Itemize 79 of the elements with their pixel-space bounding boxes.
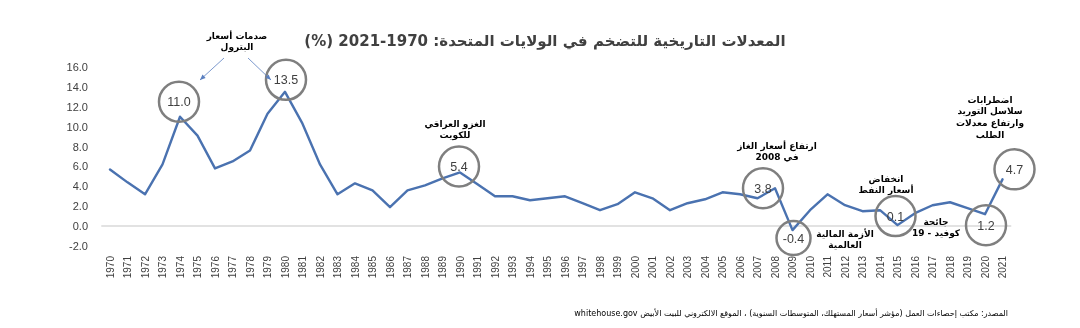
x-tick-label: 1972 — [139, 255, 151, 279]
x-tick-label: 2005 — [717, 255, 728, 279]
x-tick-label: 2006 — [734, 255, 746, 279]
y-tick-label: 12.0 — [66, 100, 88, 113]
annotation: الغزو العراقي للكويت — [423, 118, 487, 142]
x-tick-label: 1976 — [209, 255, 221, 279]
x-tick-label: 1979 — [262, 255, 273, 279]
data-label: 3.8 — [754, 181, 772, 196]
x-tick-label: 1975 — [192, 255, 203, 279]
x-tick-label: 2021 — [997, 255, 1008, 279]
x-tick-label: 2010 — [804, 255, 816, 279]
x-tick-label: 2018 — [944, 255, 956, 279]
x-tick-label: 2002 — [664, 255, 676, 279]
x-tick-label: 1986 — [384, 255, 396, 279]
y-tick-label: 14.0 — [66, 80, 88, 93]
x-tick-label: 2004 — [699, 255, 711, 279]
x-tick-label: 2009 — [787, 255, 798, 279]
x-tick-label: 2011 — [822, 255, 833, 278]
x-tick-label: 1982 — [314, 255, 326, 279]
annotation: انخفاض أسعار النفط — [857, 173, 915, 197]
x-tick-label: 2020 — [979, 255, 991, 279]
annotation: اضطرابات سلاسل التوريد وارتفاع معدلات الطلب — [955, 94, 1025, 142]
y-tick-label: 16.0 — [66, 61, 88, 73]
x-tick-label: 1991 — [472, 255, 483, 279]
x-tick-label: 1977 — [227, 255, 238, 279]
data-label: 13.5 — [273, 73, 299, 88]
y-tick-label: 8.0 — [72, 140, 88, 153]
y-tick-label: 6.0 — [72, 160, 88, 173]
x-tick-label: 2003 — [682, 255, 693, 279]
data-label: -0.4 — [782, 231, 805, 246]
y-tick-label: 4.0 — [72, 180, 88, 193]
x-tick-label: 1995 — [542, 255, 553, 279]
x-tick-label: 1971 — [122, 255, 133, 279]
chart-title: المعدلات التاريخية للتضخم في الولايات المتحدة: 1970-2021 (%) — [304, 32, 786, 50]
annotation: الأزمة المالية العالمية — [815, 228, 875, 252]
x-tick-label: 2007 — [752, 255, 763, 279]
x-tick-label: 1980 — [279, 255, 291, 279]
x-tick-label: 2016 — [909, 255, 921, 279]
x-tick-label: 1974 — [174, 255, 186, 279]
data-label: 5.4 — [450, 159, 468, 174]
x-tick-label: 1992 — [489, 255, 501, 279]
x-tick-label: 1994 — [524, 255, 536, 279]
data-label: 11.0 — [167, 95, 191, 110]
x-tick-label: 1978 — [244, 255, 256, 279]
x-tick-label: 1981 — [297, 255, 308, 279]
annotation: جائحة كوفيد - 19 — [910, 216, 962, 240]
x-tick-label: 2014 — [874, 255, 886, 279]
x-tick-label: 2017 — [927, 255, 938, 279]
x-tick-label: 1973 — [157, 255, 168, 279]
x-tick-label: 1985 — [367, 255, 378, 279]
x-tick-label: 2015 — [892, 255, 903, 279]
x-tick-label: 2001 — [647, 255, 658, 279]
x-tick-label: 1996 — [559, 255, 571, 279]
x-tick-label: 1993 — [507, 255, 518, 279]
x-tick-label: 1970 — [104, 255, 116, 279]
x-tick-label: 2013 — [857, 255, 868, 279]
y-tick-label: 10.0 — [66, 120, 88, 133]
text: صدمات أسعار البترول — [205, 30, 269, 54]
x-tick-label: 1989 — [437, 255, 448, 279]
x-tick-label: 2019 — [962, 255, 973, 279]
x-tick-label: 1987 — [402, 255, 413, 279]
y-tick-label: -2.0 — [69, 240, 88, 252]
x-tick-label: 1997 — [577, 255, 588, 279]
annotation: ارتفاع أسعار الغاز في 2008 — [736, 140, 818, 164]
x-tick-label: 1988 — [419, 255, 431, 279]
x-tick-label: 2008 — [769, 255, 781, 279]
data-label: 4.7 — [1005, 162, 1024, 177]
x-tick-label: 1984 — [349, 255, 361, 279]
x-tick-label: 1983 — [332, 255, 343, 279]
data-label: 1.2 — [977, 218, 995, 233]
data-label: 0.1 — [886, 209, 905, 224]
y-tick-label: 2.0 — [72, 200, 88, 213]
x-tick-label: 1990 — [454, 255, 466, 279]
x-tick-label: 1999 — [612, 255, 623, 279]
x-tick-label: 1998 — [594, 255, 606, 279]
x-tick-label: 2000 — [629, 255, 641, 279]
y-tick-label: 0.0 — [72, 220, 88, 233]
text: المصدر: مكتب إحصاءات العمل (مؤشر أسعار المستهلك، المتوسطات السنوية) ، الموقع الالكتروني للبيت الأبيض whitehouse.gov — [573, 309, 1008, 320]
x-tick-label: 2012 — [839, 255, 851, 279]
